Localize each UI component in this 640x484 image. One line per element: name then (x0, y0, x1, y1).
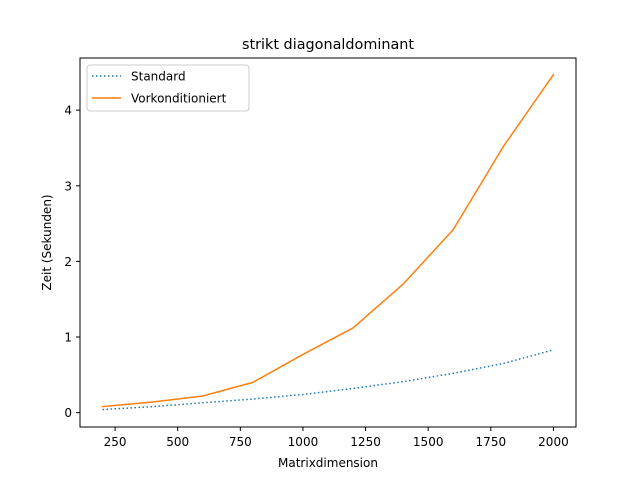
chart-title: strikt diagonaldominant (242, 37, 414, 53)
legend: Standard Vorkonditioniert (86, 64, 250, 112)
y-tick-label: 0 (64, 406, 72, 420)
y-tick-label: 3 (64, 179, 72, 193)
x-tick-label: 500 (166, 435, 189, 449)
plot-area (101, 73, 555, 411)
x-tick-label: 2000 (538, 435, 569, 449)
y-tick-label: 4 (64, 104, 72, 118)
y-tick-label: 2 (64, 255, 72, 269)
x-tick-label: 1000 (288, 435, 319, 449)
x-tick-label: 250 (104, 435, 127, 449)
series-line-vorkonditioniert (101, 73, 555, 408)
x-tick-label: 1500 (413, 435, 444, 449)
axes-frame (79, 57, 577, 428)
legend-box (86, 64, 250, 112)
x-tick-label: 750 (229, 435, 252, 449)
legend-label: Standard (131, 70, 186, 84)
y-axis: 0 1 2 3 4 (64, 104, 80, 420)
x-axis-label: Matrixdimension (278, 456, 378, 470)
y-tick-label: 1 (64, 331, 72, 345)
x-axis: 250 500 750 1000 1250 1500 1750 2000 (104, 427, 569, 449)
legend-label: Vorkonditioniert (131, 92, 227, 106)
x-tick-label: 1750 (476, 435, 507, 449)
y-axis-label: Zeit (Sekunden) (40, 194, 54, 290)
x-tick-label: 1250 (350, 435, 381, 449)
